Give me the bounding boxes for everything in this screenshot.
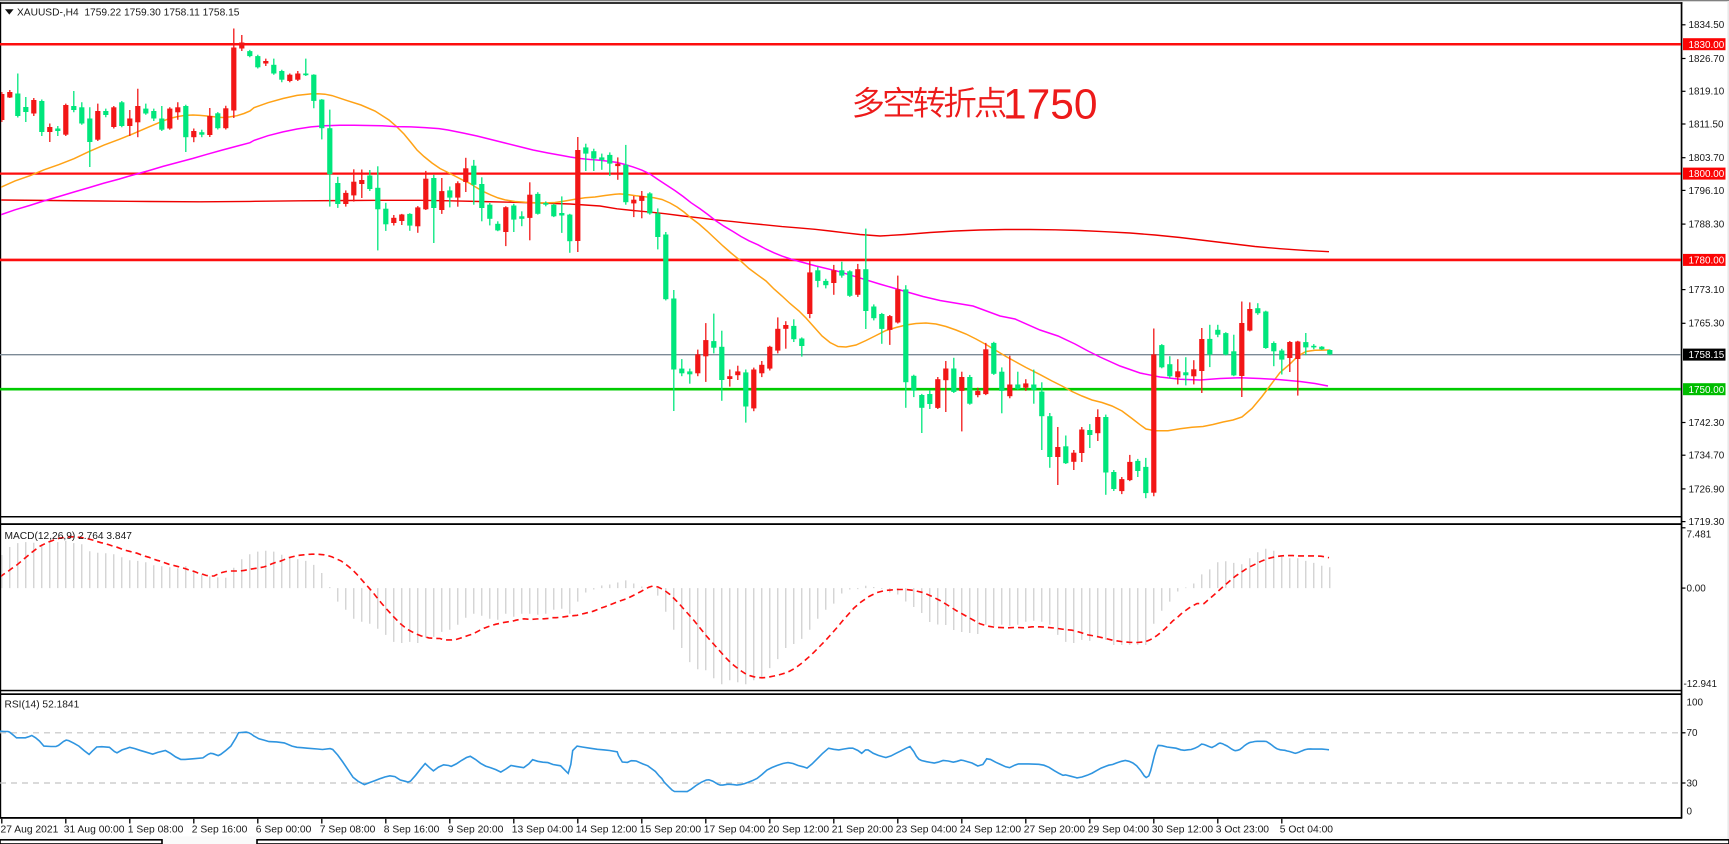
svg-text:29 Sep 04:00: 29 Sep 04:00 — [1088, 825, 1150, 836]
svg-text:1765.30: 1765.30 — [1689, 319, 1725, 330]
svg-text:23 Sep 04:00: 23 Sep 04:00 — [896, 825, 958, 836]
svg-text:13 Sep 04:00: 13 Sep 04:00 — [512, 825, 574, 836]
svg-text:70: 70 — [1687, 728, 1698, 739]
svg-text:1773.10: 1773.10 — [1689, 285, 1725, 296]
svg-text:1742.30: 1742.30 — [1689, 418, 1725, 429]
svg-text:3 Oct 23:00: 3 Oct 23:00 — [1216, 825, 1270, 836]
svg-text:14 Sep 12:00: 14 Sep 12:00 — [576, 825, 638, 836]
svg-text:RSI(14) 52.1841: RSI(14) 52.1841 — [5, 700, 80, 711]
svg-text:30: 30 — [1687, 778, 1698, 789]
svg-text:7.481: 7.481 — [1687, 529, 1712, 540]
svg-text:24 Sep 12:00: 24 Sep 12:00 — [960, 825, 1022, 836]
svg-text:30 Sep 12:00: 30 Sep 12:00 — [1152, 825, 1214, 836]
svg-text:MACD(12,26,9) 2.764 3.847: MACD(12,26,9) 2.764 3.847 — [5, 531, 133, 542]
svg-text:2 Sep 16:00: 2 Sep 16:00 — [192, 825, 248, 836]
svg-text:1826.70: 1826.70 — [1689, 54, 1725, 65]
svg-text:1830.00: 1830.00 — [1689, 40, 1725, 51]
svg-text:1719.30: 1719.30 — [1689, 517, 1725, 528]
svg-text:1726.90: 1726.90 — [1689, 484, 1725, 495]
svg-text:15 Sep 20:00: 15 Sep 20:00 — [640, 825, 702, 836]
svg-text:1800.00: 1800.00 — [1689, 169, 1725, 180]
svg-text:1834.50: 1834.50 — [1689, 20, 1725, 31]
svg-text:1758.15: 1758.15 — [1689, 350, 1725, 361]
svg-text:1734.70: 1734.70 — [1689, 451, 1725, 462]
svg-text:1750: 1750 — [1003, 82, 1098, 129]
svg-text:1780.00: 1780.00 — [1689, 255, 1725, 266]
svg-text:100: 100 — [1687, 698, 1704, 709]
svg-text:0: 0 — [1687, 807, 1693, 818]
svg-text:5 Oct 04:00: 5 Oct 04:00 — [1280, 825, 1334, 836]
svg-text:1803.70: 1803.70 — [1689, 153, 1725, 164]
svg-text:27 Sep 20:00: 27 Sep 20:00 — [1024, 825, 1086, 836]
svg-text:1 Sep 08:00: 1 Sep 08:00 — [128, 825, 184, 836]
svg-text:21 Sep 20:00: 21 Sep 20:00 — [832, 825, 894, 836]
svg-text:8 Sep 16:00: 8 Sep 16:00 — [384, 825, 440, 836]
svg-text:9 Sep 20:00: 9 Sep 20:00 — [448, 825, 504, 836]
svg-text:-12.941: -12.941 — [1684, 679, 1718, 690]
svg-text:1788.30: 1788.30 — [1689, 220, 1725, 231]
svg-text:0.00: 0.00 — [1687, 584, 1707, 595]
svg-text:1811.50: 1811.50 — [1689, 119, 1724, 130]
svg-text:31 Aug 00:00: 31 Aug 00:00 — [64, 825, 125, 836]
svg-text:6 Sep 00:00: 6 Sep 00:00 — [256, 825, 312, 836]
svg-text:1796.10: 1796.10 — [1689, 186, 1725, 197]
svg-text:17 Sep 04:00: 17 Sep 04:00 — [704, 825, 766, 836]
svg-text:27 Aug 2021: 27 Aug 2021 — [1, 825, 59, 836]
svg-text:XAUUSD-,H4 1759.22 1759.30 17: XAUUSD-,H4 1759.22 1759.30 1758.11 1758.… — [17, 7, 240, 18]
svg-text:1750.00: 1750.00 — [1689, 385, 1725, 396]
svg-text:7 Sep 08:00: 7 Sep 08:00 — [320, 825, 376, 836]
svg-text:20 Sep 12:00: 20 Sep 12:00 — [768, 825, 830, 836]
svg-text:1819.10: 1819.10 — [1689, 87, 1725, 98]
